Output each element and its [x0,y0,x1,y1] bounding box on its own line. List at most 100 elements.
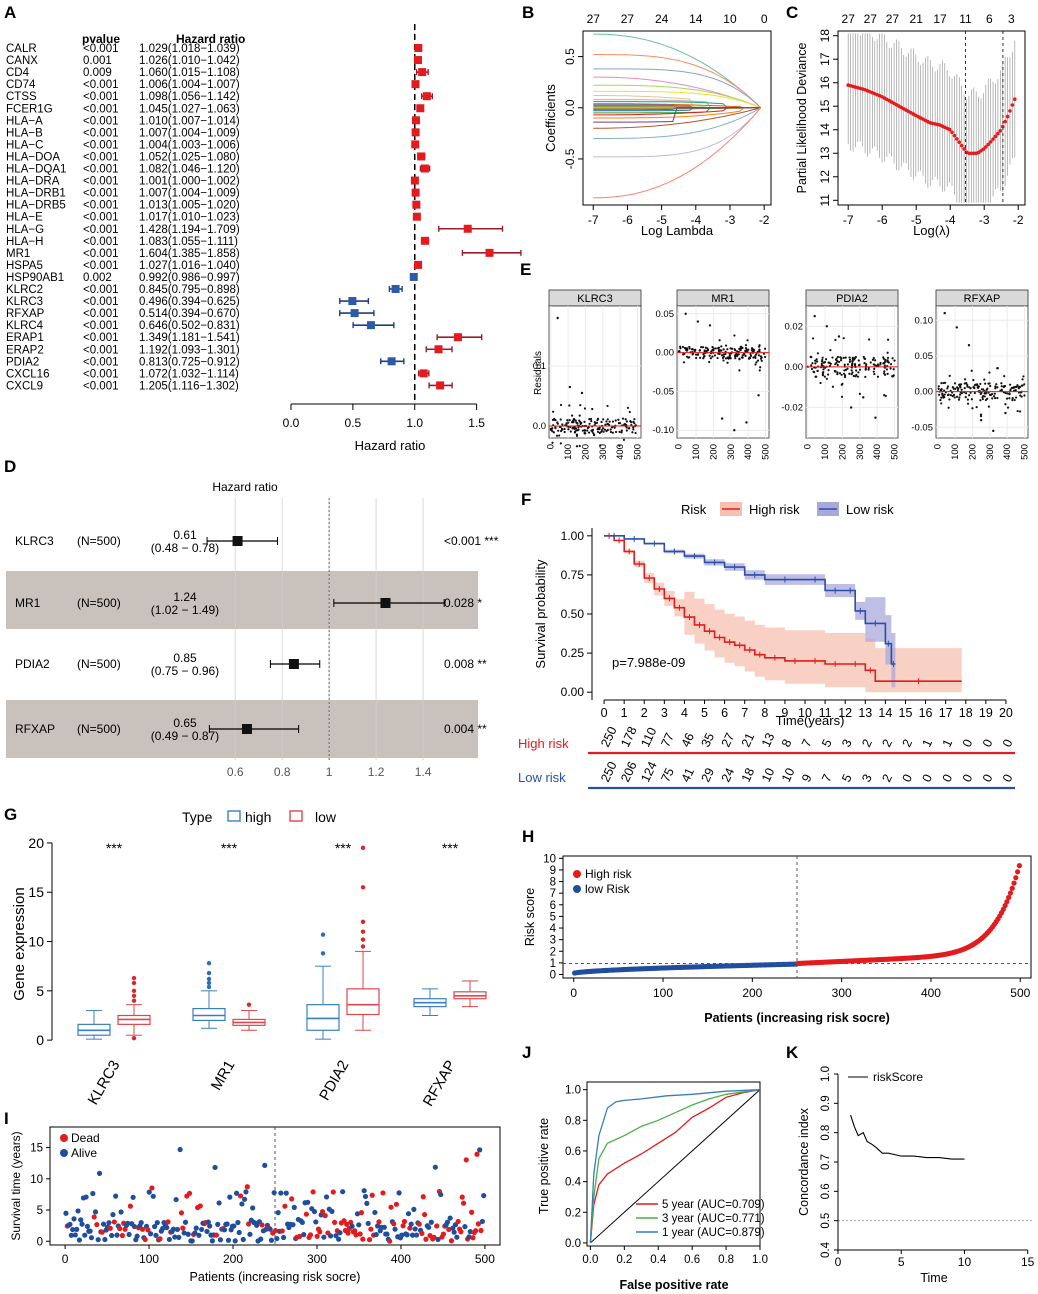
e-residual-point [1019,394,1022,397]
e-x-tick-label: 300 [985,444,996,460]
e-residual-point [862,355,865,359]
panel-label-a: A [4,3,16,22]
g-significance: *** [335,840,352,856]
e-facet-panel [548,305,642,439]
e-residual-point [752,356,755,359]
i-dead-point [127,1203,134,1209]
e-residual-point [628,410,631,414]
f-x-tick-label: 0 [601,706,608,720]
e-residual-point [698,349,701,352]
i-alive-point [196,1232,202,1238]
e-x-tick-label: 300 [598,444,609,460]
e-residual-point [940,402,943,405]
e-residual-point [823,375,826,378]
f-x-tick-label: 1 [621,706,628,720]
h-y-tick-label: 7 [550,888,556,900]
e-residual-point [887,361,890,364]
a-pvalue: <0.001 [83,284,119,296]
e-residual-point [578,444,581,448]
a-pvalue: <0.001 [83,320,119,332]
e-residual-point [625,420,628,423]
a-hr-point [410,176,419,185]
e-residual-point [820,362,823,365]
e-residual-point [703,349,706,352]
e-residual-point [613,426,616,429]
b-coefficient-path [593,90,761,109]
e-residual-point [681,345,685,349]
a-gene-label: HLA−DRA [6,176,60,188]
e-y-tick-label: -0.05 [652,386,674,397]
a-gene-label: HSPA5 [6,260,43,272]
f-at-risk-count: 24 [719,766,738,785]
i-dead-point [107,1225,113,1231]
e-x-tick-label: 200 [708,444,719,460]
i-x-axis-title: Patients (increasing risk socre) [190,1270,361,1284]
a-pvalue: <0.001 [83,368,119,380]
e-residual-point [591,407,594,411]
a-x-tick-label: 1.0 [406,416,423,430]
d-pvalue-text: 0.004 ** [444,722,487,736]
i-alive-point [258,1236,264,1242]
i-alive-point [67,1221,73,1228]
panel-label-b: B [522,3,534,22]
e-residual-point [983,392,986,395]
c-x-tick-label: -7 [843,213,854,227]
i-alive-point [110,1212,116,1218]
i-alive-point [78,1217,84,1223]
i-dead-point [289,1196,295,1202]
e-residual-point [591,429,594,432]
e-x-tick-label: 0 [933,444,944,449]
e-x-tick-label: 500 [1020,444,1031,460]
e-residual-point [551,427,554,430]
e-residual-point [862,396,865,399]
h-y-tick-label: 8 [550,877,556,889]
e-residual-point [688,345,691,349]
i-alive-point [109,1232,115,1239]
b-coefficient-path [593,103,761,109]
i-x-tick-label: 0 [62,1252,69,1266]
e-residual-point [810,367,814,371]
e-residual-point [985,388,988,391]
a-header-pvalue: pvalue [82,32,120,46]
c-x-axis-title: Log(λ) [913,223,950,238]
e-residual-point [598,426,601,429]
panel-label-i: I [4,1109,9,1128]
a-gene-label: CALR [6,43,37,55]
e-residual-point [981,397,984,401]
e-residual-point [973,391,976,395]
e-residual-point [829,362,832,365]
i-x-tick-label: 500 [475,1252,495,1266]
i-alive-point [362,1193,369,1200]
e-residual-point [708,324,712,327]
e-residual-point [1000,385,1003,388]
g-legend-swatch-low [289,810,303,822]
f-legend-label-low: Low risk [846,502,894,517]
e-residual-point [581,429,584,432]
i-dead-point [244,1184,250,1190]
a-pvalue: <0.001 [83,296,119,308]
i-alive-point [305,1199,311,1205]
b-top-label: 27 [621,12,635,26]
e-residual-point [970,398,973,401]
e-residual-point [587,426,590,429]
e-residual-point [874,416,877,419]
d-hr-text: 0.65 [173,716,197,730]
d-pvalue-text: 0.028 * [444,596,482,610]
b-y-tick-label: -0.5 [563,148,577,169]
e-residual-point [886,351,889,354]
e-residual-point [989,393,992,397]
e-residual-point [738,369,741,372]
e-residual-point [843,375,847,379]
e-residual-point [600,420,603,424]
i-dead-point [366,1237,373,1243]
e-residual-point [683,346,687,350]
e-residual-point [876,375,880,378]
e-residual-point [729,347,732,350]
h-x-tick-label: 0 [570,986,577,1000]
k-x-tick-label: 5 [898,1255,905,1269]
e-residual-point [1010,386,1013,390]
c-deviance-point [996,131,1000,136]
e-residual-point [572,419,575,422]
e-residual-point [724,357,728,360]
e-residual-point [699,356,702,359]
